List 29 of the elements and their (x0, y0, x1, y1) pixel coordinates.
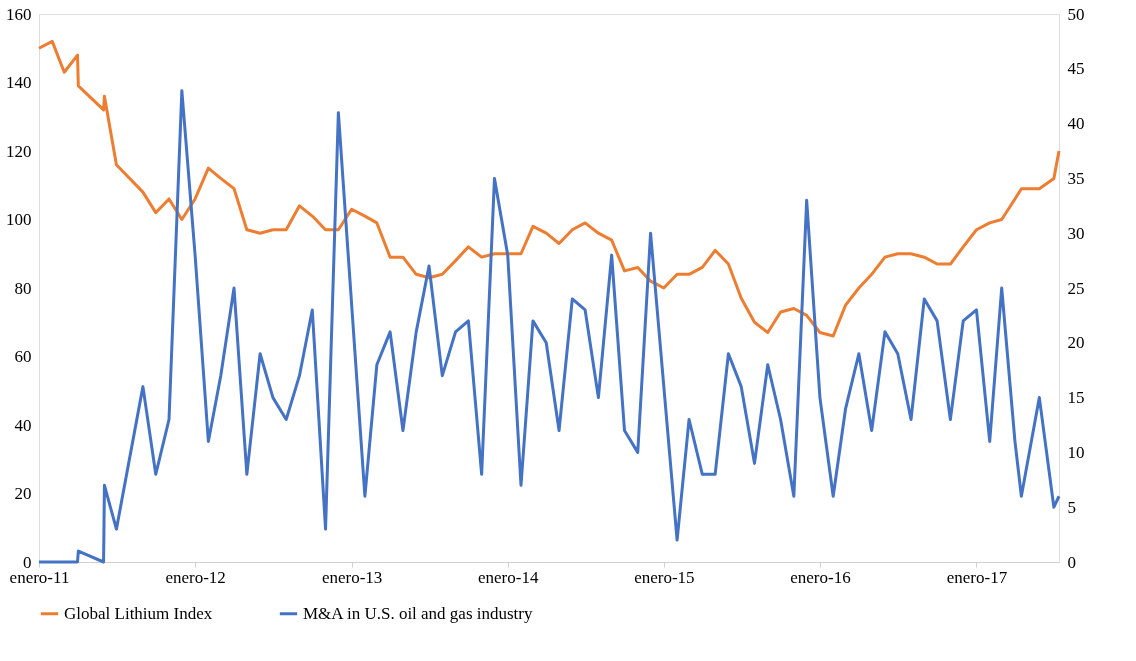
x-tick-label: enero-17 (946, 567, 1008, 587)
y2-tick-label: 15 (1067, 388, 1085, 408)
y2-tick-label: 20 (1067, 333, 1085, 353)
y2-tick-label: 0 (1067, 552, 1076, 572)
y2-tick-label: 30 (1067, 223, 1085, 243)
x-tick-label: enero-15 (634, 567, 695, 587)
legend-label: M&A in U.S. oil and gas industry (303, 603, 534, 623)
x-tick-label: enero-14 (478, 567, 539, 587)
x-tick-label: enero-12 (165, 567, 226, 587)
y-tick-label: 80 (14, 278, 32, 298)
y2-tick-label: 45 (1067, 59, 1085, 79)
y-tick-label: 160 (6, 4, 32, 24)
line-series (37, 39, 1061, 338)
y2-tick-label: 5 (1067, 497, 1076, 517)
y-tick-label: 40 (14, 415, 32, 435)
line-series (37, 89, 1061, 564)
x-tick-label: enero-16 (790, 567, 851, 587)
y-tick-label: 120 (6, 141, 32, 161)
y2-tick-label: 25 (1067, 278, 1085, 298)
legend-label: Global Lithium Index (64, 603, 213, 623)
y-tick-label: 100 (6, 210, 32, 229)
y2-tick-label: 35 (1067, 168, 1085, 188)
y-tick-label: 140 (6, 73, 32, 92)
y2-tick-label: 40 (1067, 114, 1085, 134)
y2-tick-label: 10 (1067, 442, 1085, 462)
y-tick-label: 20 (14, 484, 32, 503)
y2-tick-label: 50 (1067, 4, 1085, 24)
x-tick-label: enero-13 (321, 567, 383, 587)
y-tick-label: 60 (14, 347, 32, 366)
